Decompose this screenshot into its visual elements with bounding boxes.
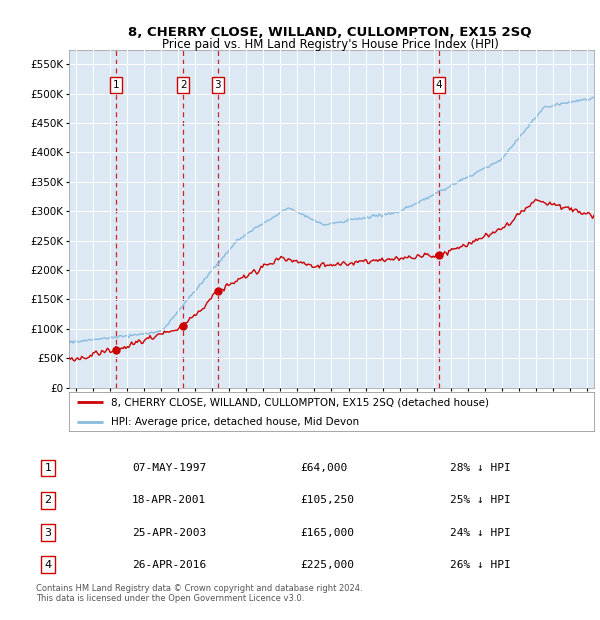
Text: 25-APR-2003: 25-APR-2003 xyxy=(132,528,206,538)
Text: 07-MAY-1997: 07-MAY-1997 xyxy=(132,463,206,473)
Text: £165,000: £165,000 xyxy=(300,528,354,538)
Text: 3: 3 xyxy=(214,80,221,90)
Text: 26-APR-2016: 26-APR-2016 xyxy=(132,560,206,570)
Text: 18-APR-2001: 18-APR-2001 xyxy=(132,495,206,505)
Text: 4: 4 xyxy=(436,80,443,90)
Text: £105,250: £105,250 xyxy=(300,495,354,505)
Text: Contains HM Land Registry data © Crown copyright and database right 2024.
This d: Contains HM Land Registry data © Crown c… xyxy=(36,584,362,603)
Text: Price paid vs. HM Land Registry's House Price Index (HPI): Price paid vs. HM Land Registry's House … xyxy=(161,38,499,51)
Text: 24% ↓ HPI: 24% ↓ HPI xyxy=(450,528,511,538)
Text: 3: 3 xyxy=(44,528,52,538)
Text: £64,000: £64,000 xyxy=(300,463,347,473)
Text: 2: 2 xyxy=(44,495,52,505)
Text: HPI: Average price, detached house, Mid Devon: HPI: Average price, detached house, Mid … xyxy=(111,417,359,427)
Text: 8, CHERRY CLOSE, WILLAND, CULLOMPTON, EX15 2SQ: 8, CHERRY CLOSE, WILLAND, CULLOMPTON, EX… xyxy=(128,27,532,39)
Text: 2: 2 xyxy=(180,80,187,90)
Text: 8, CHERRY CLOSE, WILLAND, CULLOMPTON, EX15 2SQ (detached house): 8, CHERRY CLOSE, WILLAND, CULLOMPTON, EX… xyxy=(111,397,489,407)
Text: 1: 1 xyxy=(44,463,52,473)
Text: 1: 1 xyxy=(113,80,119,90)
Text: 28% ↓ HPI: 28% ↓ HPI xyxy=(450,463,511,473)
Text: 25% ↓ HPI: 25% ↓ HPI xyxy=(450,495,511,505)
Text: 26% ↓ HPI: 26% ↓ HPI xyxy=(450,560,511,570)
Text: 4: 4 xyxy=(44,560,52,570)
Text: £225,000: £225,000 xyxy=(300,560,354,570)
